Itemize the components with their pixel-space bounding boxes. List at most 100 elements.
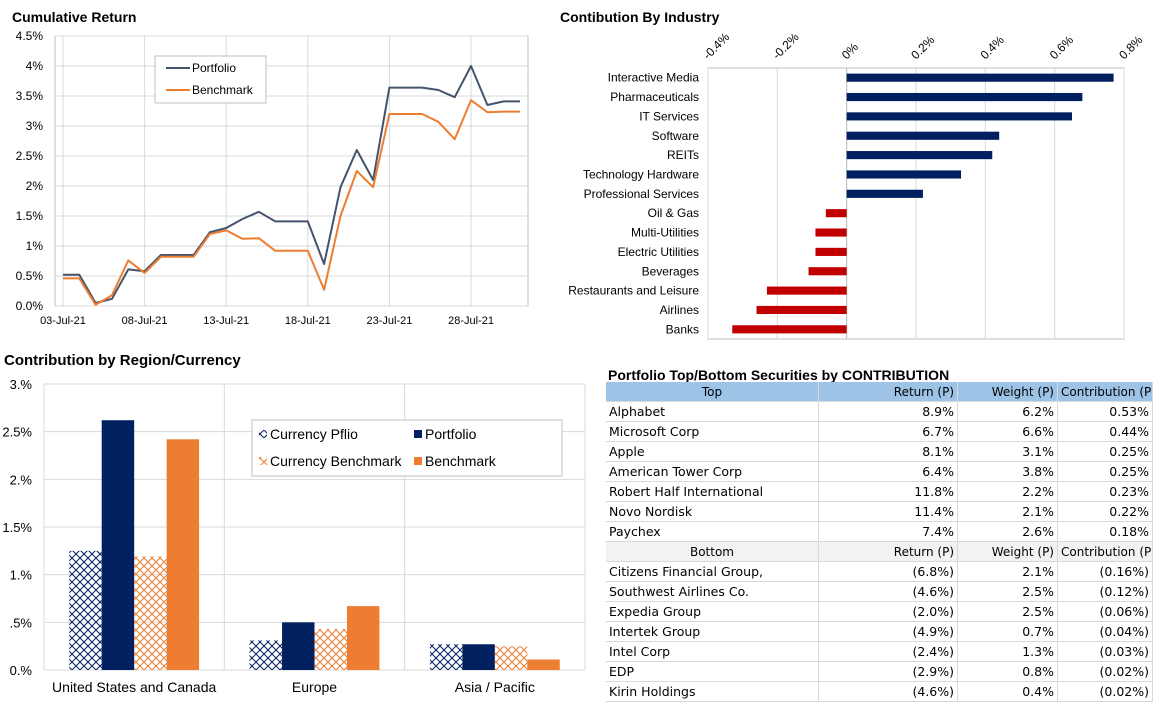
legend-portfolio-label: Portfolio bbox=[425, 426, 477, 442]
industry-contribution-chart: -0.4% -0.2% 0% 0.2% 0.4% 0.6% 0.8% Interactive… bbox=[568, 30, 1146, 340]
y-tick-label: 2.5% bbox=[16, 149, 44, 163]
table-cell: Weight (P) bbox=[957, 541, 1058, 562]
legend-currency-benchmark-swatch bbox=[259, 457, 267, 465]
category-label: Electric Utilities bbox=[618, 245, 699, 259]
legend-currency-pflio-label: Currency Pflio bbox=[270, 426, 358, 442]
category-label: Banks bbox=[666, 322, 699, 336]
x-tick-label: -0.4% bbox=[700, 30, 732, 62]
bar bbox=[527, 659, 560, 670]
y-tick-label: 3.% bbox=[10, 377, 33, 392]
table-cell: Southwest Airlines Co. bbox=[606, 581, 819, 602]
table-cell: 0.44% bbox=[1057, 421, 1153, 442]
series-line-benchmark bbox=[63, 99, 520, 306]
cumulative-return-title: Cumulative Return bbox=[12, 9, 137, 25]
table-cell: (4.6%) bbox=[818, 681, 958, 702]
category-label: Restaurants and Leisure bbox=[568, 284, 699, 298]
y-tick-label: 0.0% bbox=[16, 299, 44, 313]
table-cell: (2.9%) bbox=[818, 661, 958, 682]
table-cell: 6.4% bbox=[818, 461, 958, 482]
table-row: Kirin Holdings (4.6%) 0.4% (0.02%) bbox=[606, 681, 1153, 702]
x-tick-label: 03-Jul-21 bbox=[40, 315, 86, 327]
securities-table-title: Portfolio Top/Bottom Securities by CONTR… bbox=[608, 367, 950, 383]
bar bbox=[282, 622, 315, 670]
y-tick-label: 1% bbox=[26, 239, 44, 253]
table-cell: 0.8% bbox=[957, 661, 1058, 682]
table-cell: 6.7% bbox=[818, 421, 958, 442]
table-cell: Novo Nordisk bbox=[606, 501, 819, 522]
bar bbox=[346, 606, 380, 670]
legend-currency-benchmark-label: Currency Benchmark bbox=[270, 453, 402, 469]
bar bbox=[166, 439, 200, 670]
table-header-row: Top Return (P) Weight (P) Contribution (P) bbox=[606, 382, 1153, 402]
bar bbox=[314, 629, 347, 670]
table-cell: 2.5% bbox=[957, 581, 1058, 602]
table-cell: 2.2% bbox=[957, 481, 1058, 502]
y-tick-label: 4.5% bbox=[16, 29, 44, 43]
y-tick-label: 1.5% bbox=[2, 520, 32, 535]
table-cell: Robert Half International bbox=[606, 481, 819, 502]
table-cell: Weight (P) bbox=[957, 382, 1058, 402]
table-cell: 6.6% bbox=[957, 421, 1058, 442]
series-line-portfolio bbox=[63, 65, 520, 304]
table-cell: (6.8%) bbox=[818, 561, 958, 582]
x-tick-label: 18-Jul-21 bbox=[285, 315, 331, 327]
x-tick-label: 28-Jul-21 bbox=[448, 315, 494, 327]
bar bbox=[429, 644, 463, 670]
securities-table: Top Return (P) Weight (P) Contribution (P) A… bbox=[606, 382, 1153, 702]
legend-currency-pflio-swatch bbox=[259, 430, 267, 438]
table-cell: 2.1% bbox=[957, 561, 1058, 582]
y-tick-label: 4% bbox=[26, 59, 44, 73]
table-row: Apple 8.1% 3.1% 0.25% bbox=[606, 441, 1153, 462]
bar bbox=[815, 228, 847, 237]
category-label: Airlines bbox=[660, 303, 699, 317]
legend-benchmark-swatch bbox=[414, 457, 422, 465]
y-tick-label: .5% bbox=[10, 615, 33, 630]
category-label: Asia / Pacific bbox=[455, 679, 535, 695]
table-cell: 2.6% bbox=[957, 521, 1058, 542]
table-cell: 0.4% bbox=[957, 681, 1058, 702]
category-label: IT Services bbox=[639, 109, 699, 123]
table-cell: 0.23% bbox=[1057, 481, 1153, 502]
x-tick-label: 13-Jul-21 bbox=[203, 315, 249, 327]
bar bbox=[101, 420, 135, 670]
table-row: Citizens Financial Group, (6.8%) 2.1% (0.16… bbox=[606, 561, 1153, 582]
table-cell: EDP bbox=[606, 661, 819, 682]
bar bbox=[462, 644, 495, 670]
table-cell: Intertek Group bbox=[606, 621, 819, 642]
y-tick-label: 0.5% bbox=[16, 269, 44, 283]
table-row: Microsoft Corp 6.7% 6.6% 0.44% bbox=[606, 421, 1153, 442]
bar bbox=[846, 73, 1114, 82]
y-tick-label: 2% bbox=[26, 179, 44, 193]
table-cell: 2.5% bbox=[957, 601, 1058, 622]
table-row: Intertek Group (4.9%) 0.7% (0.04%) bbox=[606, 621, 1153, 642]
table-cell: Paychex bbox=[606, 521, 819, 542]
table-cell: Top bbox=[606, 382, 819, 402]
table-cell: 6.2% bbox=[957, 401, 1058, 422]
bar bbox=[756, 305, 847, 315]
table-cell: Alphabet bbox=[606, 401, 819, 422]
table-row: Southwest Airlines Co. (4.6%) 2.5% (0.12%) bbox=[606, 581, 1153, 602]
y-tick-label: 0.% bbox=[10, 663, 33, 678]
bar bbox=[846, 112, 1072, 121]
legend-portfolio-label: Portfolio bbox=[192, 61, 236, 75]
bar bbox=[815, 247, 847, 256]
table-cell: 3.1% bbox=[957, 441, 1058, 462]
table-cell: 0.18% bbox=[1057, 521, 1153, 542]
table-cell: (0.12%) bbox=[1057, 581, 1153, 602]
table-cell: 1.3% bbox=[957, 641, 1058, 662]
chart-legend: Portfolio Benchmark bbox=[154, 55, 267, 104]
table-cell: 0.22% bbox=[1057, 501, 1153, 522]
category-label: Beverages bbox=[642, 264, 699, 278]
table-header-row: Bottom Return (P) Weight (P) Contribution (… bbox=[606, 541, 1153, 562]
table-cell: 3.8% bbox=[957, 461, 1058, 482]
table-cell: 11.4% bbox=[818, 501, 958, 522]
y-tick-label: 1.% bbox=[10, 568, 33, 583]
table-cell: (2.0%) bbox=[818, 601, 958, 622]
table-row: Intel Corp (2.4%) 1.3% (0.03%) bbox=[606, 641, 1153, 662]
x-tick-label: 0.8% bbox=[1116, 33, 1145, 62]
x-tick-label: 0.2% bbox=[908, 33, 937, 62]
table-row: Expedia Group (2.0%) 2.5% (0.06%) bbox=[606, 601, 1153, 622]
table-cell: (0.02%) bbox=[1057, 661, 1153, 682]
x-tick-label: 0% bbox=[839, 40, 861, 62]
legend-portfolio-swatch bbox=[414, 430, 422, 438]
